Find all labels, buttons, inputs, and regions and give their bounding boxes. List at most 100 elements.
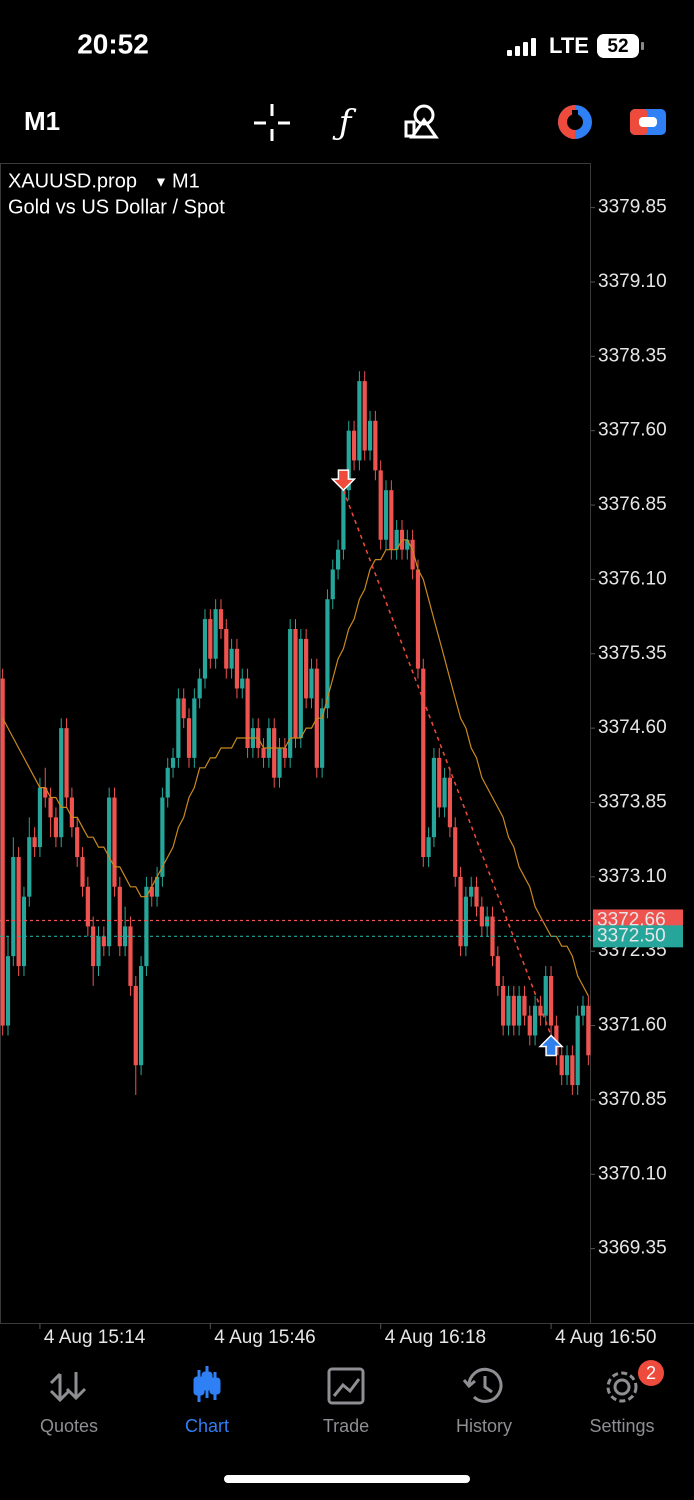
candle-body — [517, 995, 522, 1026]
candle-body — [91, 926, 96, 967]
candle-body — [101, 936, 106, 947]
candle-body — [527, 1015, 532, 1036]
candle-body — [107, 797, 112, 947]
deal-line — [342, 489, 552, 1036]
battery-tip — [641, 42, 644, 50]
candle-body — [5, 956, 11, 1026]
candle-body — [53, 817, 59, 838]
candle-body — [21, 896, 27, 967]
candle-body — [362, 381, 367, 451]
candle-body — [410, 539, 415, 570]
quotes-tab[interactable]: Quotes — [40, 1372, 98, 1436]
settings-tab[interactable]: Settings — [589, 1371, 655, 1436]
candle-body — [75, 827, 80, 858]
candle-body — [335, 549, 341, 570]
candle-body — [133, 985, 138, 1066]
candle-body — [580, 1005, 586, 1016]
crosshair-button[interactable] — [254, 104, 290, 141]
y-tick-label: 3373.85 — [598, 792, 667, 813]
notification-badge — [638, 1360, 664, 1386]
y-tick-label: 3369.35 — [598, 1238, 667, 1259]
candle-body — [170, 757, 176, 768]
candle-body — [64, 728, 69, 798]
candle-body — [378, 470, 383, 540]
trade-tab[interactable]: Trade — [323, 1367, 369, 1436]
candle-body — [437, 757, 442, 808]
candle-body — [85, 886, 90, 927]
one-click-trading-button[interactable] — [630, 109, 666, 135]
chart-description: Gold vs US Dollar / Spot — [8, 196, 225, 218]
candle-body — [43, 787, 48, 798]
trade-signals-button[interactable] — [558, 105, 592, 139]
candle-body — [564, 1055, 570, 1076]
candle-body — [69, 797, 74, 828]
y-tick-label: 3378.35 — [598, 345, 667, 366]
candle-body — [548, 975, 554, 1026]
chart-timeframe: M1 — [172, 170, 200, 192]
chart-tab[interactable]: Chart — [185, 1366, 229, 1436]
candle-body — [16, 857, 21, 967]
candle-body — [149, 886, 154, 897]
candle-body — [458, 876, 463, 947]
candle-body — [37, 787, 43, 848]
y-tick-label: 3375.35 — [598, 643, 667, 664]
y-tick-label: 3379.85 — [598, 197, 667, 218]
candle-body — [559, 1055, 564, 1076]
candle-body — [325, 599, 330, 709]
candle-body — [415, 569, 421, 669]
history-tab[interactable]: History — [456, 1367, 512, 1436]
y-tick-label: 3376.10 — [598, 568, 667, 589]
candle-body — [469, 886, 474, 897]
candle-body — [351, 430, 357, 461]
buy-arrow — [538, 1034, 564, 1057]
tab-label: History — [456, 1416, 512, 1436]
candle-body — [0, 678, 5, 1026]
candle-body — [431, 757, 437, 838]
candle-body — [202, 619, 208, 679]
candle-body — [511, 995, 516, 1026]
y-tick-label: 3377.60 — [598, 420, 667, 441]
candle-body — [240, 678, 245, 689]
candle-body — [309, 668, 314, 699]
candle-body — [367, 420, 373, 451]
candle-body — [165, 767, 170, 798]
tab-label: Trade — [323, 1416, 369, 1436]
y-tick-label: 3370.10 — [598, 1163, 667, 1184]
chart-symbol[interactable]: XAUUSD.prop — [8, 170, 137, 192]
candle-body — [383, 490, 389, 540]
moving-average — [2, 539, 589, 997]
candle-body — [485, 916, 490, 927]
candle-body — [453, 827, 458, 877]
x-tick-label: 4 Aug 16:18 — [385, 1327, 486, 1348]
x-tick-label: 4 Aug 15:14 — [44, 1327, 146, 1348]
candle-body — [208, 619, 213, 659]
candle-body — [447, 777, 453, 828]
plot-area — [0, 371, 591, 1095]
y-tick-label: 3373.10 — [598, 866, 667, 887]
candle-body — [495, 956, 500, 986]
y-tick-label: 3371.60 — [598, 1015, 667, 1036]
candle-body — [298, 638, 303, 739]
candle-body — [112, 797, 117, 887]
objects-button[interactable] — [404, 104, 439, 139]
candle-body — [11, 857, 16, 957]
network-type: LTE — [549, 33, 589, 58]
candle-body — [346, 430, 351, 491]
symbol-dropdown-arrow[interactable]: ▼ — [154, 174, 168, 190]
candle-body — [330, 569, 335, 600]
clock: 20:52 — [77, 28, 149, 59]
candle-body — [224, 628, 229, 669]
candle-body — [245, 678, 250, 748]
candle-body — [304, 638, 309, 699]
candle-body — [357, 381, 362, 461]
candle-body — [154, 876, 160, 897]
candle-body — [282, 747, 287, 758]
timeframe-button[interactable]: M1 — [24, 106, 60, 136]
tab-label: Chart — [185, 1416, 229, 1436]
candle-body — [218, 609, 224, 629]
candle-body — [213, 609, 218, 659]
bid-label: 3372.50 — [597, 925, 666, 946]
candle-body — [532, 1005, 538, 1036]
home-indicator — [224, 1475, 470, 1483]
candle-body — [117, 886, 122, 947]
